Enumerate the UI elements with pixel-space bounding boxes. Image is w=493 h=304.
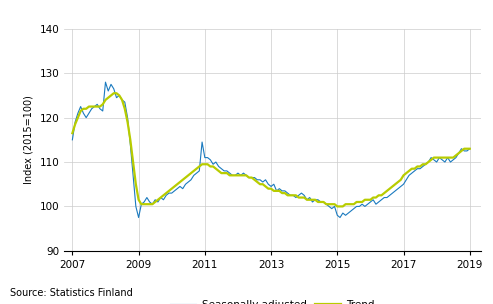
Text: Source: Statistics Finland: Source: Statistics Finland	[10, 288, 133, 298]
Trend	[445, 156, 451, 159]
Seasonally adjusted	[387, 194, 392, 197]
Trend	[72, 123, 78, 126]
Seasonally adjusted	[304, 198, 310, 202]
Seasonally adjusted	[70, 138, 75, 142]
Seasonally adjusted	[445, 156, 451, 159]
Seasonally adjusted	[376, 200, 382, 204]
Trend	[334, 205, 340, 208]
Seasonally adjusted	[136, 216, 141, 219]
Legend: Seasonally adjusted, Trend: Seasonally adjusted, Trend	[166, 296, 379, 304]
Trend	[111, 92, 117, 95]
Seasonally adjusted	[89, 107, 95, 111]
Seasonally adjusted	[103, 80, 108, 84]
Seasonally adjusted	[72, 120, 78, 124]
Line: Seasonally adjusted: Seasonally adjusted	[72, 82, 470, 218]
Trend	[301, 196, 307, 199]
Seasonally adjusted	[467, 147, 473, 150]
Trend	[89, 105, 95, 108]
Trend	[467, 147, 473, 150]
Trend	[376, 194, 382, 197]
Trend	[70, 131, 75, 135]
Line: Trend: Trend	[72, 93, 470, 206]
Y-axis label: Index (2015=100): Index (2015=100)	[24, 95, 34, 184]
Trend	[387, 187, 392, 191]
